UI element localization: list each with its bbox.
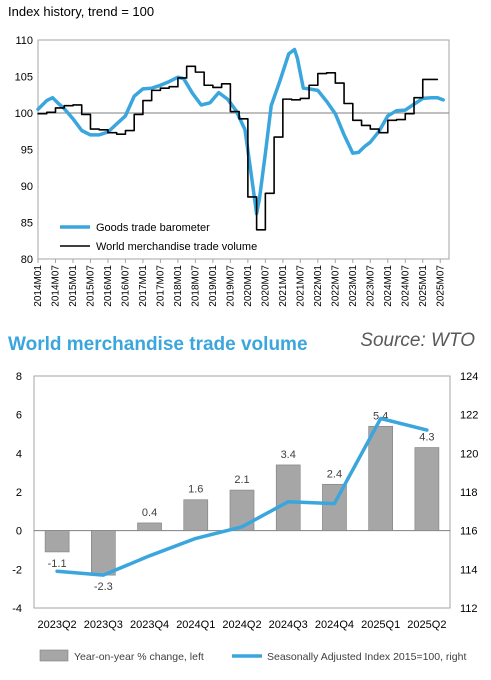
x-tick-label: 2024Q3 bbox=[269, 619, 308, 631]
bar-yoy-change bbox=[137, 522, 162, 531]
x-tick-label: 2023Q4 bbox=[130, 619, 169, 631]
x-tick-label: 2024Q2 bbox=[222, 619, 261, 631]
y-right-tick-label: 120 bbox=[460, 448, 478, 460]
y-tick-label: 105 bbox=[15, 72, 33, 84]
section-title: World merchandise trade volume bbox=[8, 334, 308, 355]
y-left-tick-label: -4 bbox=[12, 603, 22, 615]
bar-data-label: 1.6 bbox=[188, 484, 203, 496]
y-left-tick-label: 0 bbox=[16, 526, 22, 538]
x-tick-label: 2021M01 bbox=[278, 265, 289, 307]
bar-yoy-change bbox=[414, 447, 440, 531]
x-tick-label: 2022M07 bbox=[330, 265, 341, 307]
legend-label: Goods trade barometer bbox=[96, 222, 210, 234]
x-tick-label: 2016M01 bbox=[103, 265, 114, 307]
x-tick-label: 2016M07 bbox=[120, 265, 131, 307]
y-right-tick-label: 122 bbox=[460, 410, 478, 422]
bar-yoy-change bbox=[183, 499, 209, 531]
legend-label: Seasonally Adjusted Index 2015=100, righ… bbox=[267, 651, 466, 663]
x-tick-label: 2022M01 bbox=[313, 265, 324, 307]
y-left-tick-label: -2 bbox=[12, 564, 22, 576]
x-tick-label: 2024M07 bbox=[400, 265, 411, 307]
x-tick-label: 2015M01 bbox=[68, 265, 79, 307]
x-tick-label: 2015M07 bbox=[85, 265, 96, 307]
bar-yoy-change bbox=[91, 530, 116, 576]
x-tick-label: 2019M01 bbox=[208, 265, 219, 307]
y-tick-label: 100 bbox=[15, 108, 33, 120]
legend-label: Year-on-year % change, left bbox=[74, 651, 204, 663]
x-tick-label: 2014M01 bbox=[33, 265, 44, 307]
bar-data-label: 2.4 bbox=[327, 468, 342, 480]
x-tick-label: 2024Q1 bbox=[176, 619, 215, 631]
x-tick-label: 2019M07 bbox=[225, 265, 236, 307]
y-right-tick-label: 124 bbox=[460, 371, 478, 383]
legend-swatch-bar bbox=[39, 649, 69, 662]
x-tick-label: 2017M07 bbox=[155, 265, 166, 307]
x-tick-label: 2021M07 bbox=[295, 265, 306, 307]
x-tick-label: 2024M01 bbox=[383, 265, 394, 307]
y-tick-label: 95 bbox=[21, 145, 33, 157]
y-right-tick-label: 118 bbox=[460, 487, 478, 499]
series-line-seasonally-adjusted-index bbox=[55, 416, 429, 577]
y-tick-label: 80 bbox=[21, 254, 33, 266]
x-tick-label: 2025Q2 bbox=[407, 619, 446, 631]
bar-yoy-change bbox=[368, 425, 393, 531]
plot-area-frame bbox=[33, 375, 451, 609]
x-tick-label: 2023M07 bbox=[365, 265, 376, 307]
source-label: Source: WTO bbox=[360, 330, 475, 351]
chart-title: Index history, trend = 100 bbox=[8, 4, 155, 19]
bar-data-label: -1.1 bbox=[48, 558, 67, 570]
x-tick-label: 2023M01 bbox=[348, 265, 359, 307]
x-tick-label: 2025M01 bbox=[418, 265, 429, 307]
y-left-tick-label: 2 bbox=[16, 487, 22, 499]
x-tick-label: 2018M07 bbox=[190, 265, 201, 307]
y-right-tick-label: 114 bbox=[460, 564, 478, 576]
y-right-tick-label: 116 bbox=[460, 526, 478, 538]
x-tick-label: 2024Q4 bbox=[315, 619, 354, 631]
x-tick-label: 2025Q1 bbox=[361, 619, 400, 631]
x-tick-label: 2020M07 bbox=[260, 265, 271, 307]
x-tick-label: 2014M07 bbox=[50, 265, 61, 307]
y-tick-label: 110 bbox=[15, 35, 33, 47]
y-left-tick-label: 6 bbox=[16, 410, 22, 422]
bar-yoy-change bbox=[44, 530, 70, 553]
series-line-goods-trade-barometer bbox=[36, 47, 445, 216]
bar-yoy-change bbox=[275, 464, 301, 531]
x-tick-label: 2017M01 bbox=[138, 265, 149, 307]
x-tick-label: 2020M01 bbox=[243, 265, 254, 307]
bar-data-label: 4.3 bbox=[419, 432, 434, 444]
plot-area-frame bbox=[37, 39, 450, 260]
x-tick-label: 2023Q2 bbox=[38, 619, 77, 631]
y-right-tick-label: 112 bbox=[460, 603, 478, 615]
series-line-world-merchandise-trade-volume bbox=[37, 65, 439, 231]
y-left-tick-label: 8 bbox=[16, 371, 22, 383]
bar-yoy-change bbox=[229, 489, 255, 531]
line-chart-index-history: 80 85 90 95 100 105 110 2014M01 2014M07 2015M01 20… bbox=[15, 35, 450, 307]
x-tick-label: 2025M07 bbox=[435, 265, 446, 307]
y-tick-label: 85 bbox=[21, 218, 33, 230]
bar-data-label: 2.1 bbox=[234, 474, 249, 486]
y-left-tick-label: 4 bbox=[16, 448, 22, 460]
x-tick-label: 2023Q3 bbox=[84, 619, 123, 631]
bar-data-label: -2.3 bbox=[94, 581, 113, 593]
x-tick-label: 2018M01 bbox=[173, 265, 184, 307]
bar-data-label: 3.4 bbox=[281, 449, 296, 461]
legend-label: World merchandise trade volume bbox=[96, 241, 257, 253]
bar-data-label: 0.4 bbox=[142, 507, 157, 519]
y-tick-label: 90 bbox=[21, 181, 33, 193]
